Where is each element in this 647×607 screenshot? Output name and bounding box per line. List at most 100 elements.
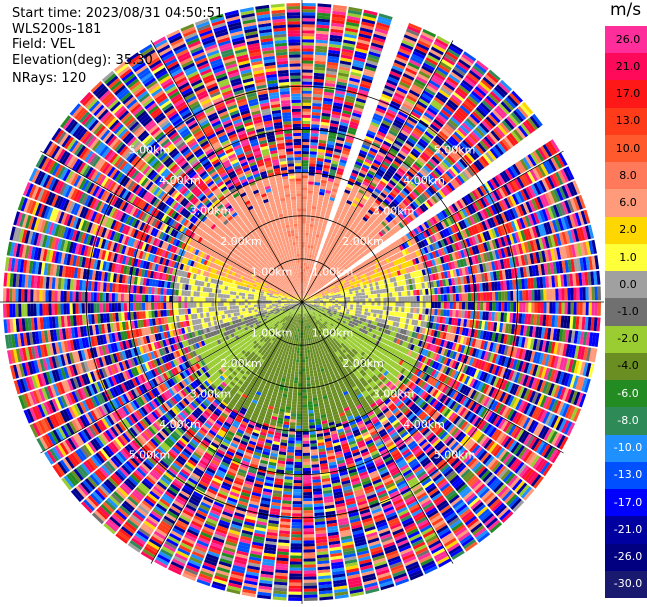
range-gate [450,166,459,176]
range-gate [448,74,461,84]
range-gate [396,53,409,62]
range-gate [455,293,459,302]
range-gate [398,302,402,307]
range-gate [318,256,322,261]
range-gate [469,93,481,104]
range-gate [316,288,319,292]
range-gate [346,238,351,243]
range-gate [312,288,315,292]
range-gate [498,103,510,115]
range-gate [334,259,339,264]
range-gate [352,290,356,294]
range-gate [326,146,334,152]
range-gate [329,172,336,177]
range-gate [302,283,304,287]
range-gate [342,194,348,200]
range-gate [348,236,353,241]
range-gate [341,299,345,302]
range-gate [361,144,370,150]
range-gate [308,275,311,279]
range-gate [302,15,316,19]
range-gate [475,126,485,138]
range-gate [369,147,378,154]
range-gate [464,195,472,205]
range-gate [352,112,362,118]
range-gate [567,287,571,301]
range-gate [531,289,535,301]
range-gate [336,232,341,237]
range-gate [346,92,357,98]
range-gate [372,243,378,249]
range-gate [329,298,333,301]
range-gate [370,164,379,171]
range-gate [345,27,359,33]
range-gate [357,36,371,42]
range-gate [323,283,327,286]
range-gate [357,244,363,250]
range-gate [448,118,459,129]
range-gate [312,281,315,285]
range-gate [443,142,453,152]
range-gate [477,302,481,311]
range-gate [368,51,381,58]
range-gate [492,177,501,188]
range-gate [440,294,444,302]
range-gate [339,241,345,246]
range-gate [353,56,366,63]
range-gate [347,12,362,19]
range-gate [395,302,399,307]
range-gate [308,238,312,243]
range-gate [447,168,457,178]
range-gate [344,141,353,147]
range-gate [356,256,361,261]
range-gate [332,154,341,159]
range-gate [349,175,357,181]
range-gate [468,133,479,144]
range-gate [564,288,568,301]
range-gate [326,244,331,248]
range-gate [455,310,459,318]
range-gate [461,310,465,319]
range-gate [345,24,359,30]
range-gate [471,163,480,174]
range-gate [324,158,332,163]
range-gate [368,298,372,302]
range-gate [312,202,317,207]
range-gate [337,307,341,310]
range-gate [398,222,405,229]
range-gate [326,61,339,67]
range-gate [342,263,347,268]
range-gate [304,281,307,285]
range-gate [302,220,306,224]
range-gate [402,175,411,183]
range-gate [328,49,341,55]
range-gate [521,101,534,115]
range-gate [435,116,446,126]
range-gate [361,21,375,28]
range-gate [316,284,320,288]
range-gate [426,199,434,208]
range-gate [371,298,375,302]
range-gate [421,180,430,189]
range-gate [360,80,372,87]
range-gate [318,142,327,147]
range-gate [440,86,452,96]
range-gate [302,289,304,293]
range-gate [383,302,387,306]
range-gate [333,282,337,286]
range-gate [495,302,499,312]
range-gate [344,297,348,300]
range-gate [314,271,317,275]
range-gate [350,71,362,77]
range-gate [358,189,365,195]
range-gate [510,131,521,143]
range-gate [351,312,356,316]
range-gate [418,194,426,203]
range-gate [510,290,514,301]
range-gate [370,231,376,237]
range-gate [359,302,363,305]
range-gate [546,302,550,314]
range-gate [327,241,332,246]
range-gate [506,134,516,147]
range-gate [450,71,463,82]
